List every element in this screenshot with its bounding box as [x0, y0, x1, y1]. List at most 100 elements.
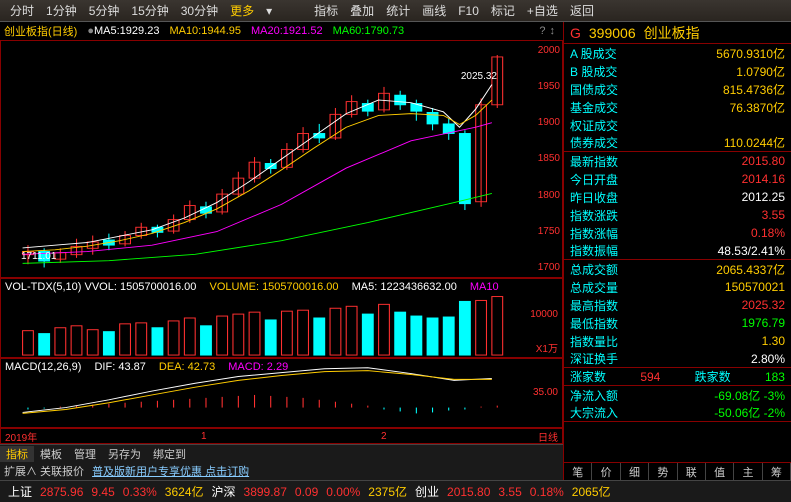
tool-7[interactable]: 返回: [564, 4, 600, 18]
sb-cy-vol: 2065亿: [568, 483, 615, 500]
promo-link[interactable]: 普及版新用户专享优惠 点击订购: [92, 463, 249, 479]
rp-row-1: B 股成交 1.0790亿: [564, 62, 791, 80]
time-m1: 1: [201, 431, 207, 442]
bottom-tab-2[interactable]: 管理: [68, 446, 102, 462]
dropdown-icon[interactable]: ▾: [260, 4, 278, 18]
rp-row-15: 最低指数 1976.79: [564, 314, 791, 332]
tool-5[interactable]: 标记: [485, 4, 521, 18]
candle-yaxis: 2000195019001850180017501700: [538, 41, 560, 277]
bottom-tab-1[interactable]: 模板: [34, 446, 68, 462]
rp-label: 最高指数: [570, 297, 618, 314]
arrows-icon[interactable]: ↕: [550, 25, 556, 37]
timeframe-4[interactable]: 30分钟: [175, 4, 224, 18]
tool-3[interactable]: 画线: [416, 4, 452, 18]
sb-sh-label[interactable]: 上证: [4, 483, 36, 500]
rp-value: 5670.9310亿: [716, 45, 785, 62]
rp-ftab-3[interactable]: 势: [649, 463, 677, 480]
tool-6[interactable]: +自选: [521, 4, 564, 18]
ma10-label: MA10:: [169, 25, 201, 37]
rp-label: 指数涨幅: [570, 225, 618, 242]
timeframe-1[interactable]: 1分钟: [40, 4, 83, 18]
tool-2[interactable]: 统计: [380, 4, 416, 18]
rp-header: G 399006 创业板指: [564, 22, 791, 44]
tool-1[interactable]: 叠加: [344, 4, 380, 18]
sb-sz-label[interactable]: 沪深: [208, 483, 240, 500]
macd-val-label: MACD:: [228, 361, 263, 373]
low-label: 1711.01: [21, 251, 56, 262]
candle-ytick: 1750: [538, 226, 560, 237]
ma10-value: 1944.95: [201, 25, 241, 37]
rp-value: 1.30: [762, 334, 785, 348]
rp-ftab-7[interactable]: 筹: [763, 463, 791, 480]
index-name: 创业板指: [644, 23, 700, 43]
help-icon[interactable]: ?: [539, 25, 545, 37]
rp-ftab-1[interactable]: 价: [592, 463, 620, 480]
rp-value: 110.0244亿: [724, 134, 785, 151]
sb-sz-pct: 0.00%: [322, 485, 364, 499]
candle-chart[interactable]: 2000195019001850180017501700 2025.32 171…: [0, 40, 563, 278]
timeframe-2[interactable]: 5分钟: [83, 4, 126, 18]
vol-ma5-label: MA5:: [352, 281, 378, 293]
rp-value: 1.0790亿: [736, 63, 785, 80]
vvol-label: VVOL:: [84, 281, 116, 293]
rp-label: 国债成交: [570, 81, 618, 98]
rp-row-10: 指数涨幅0.18%: [564, 224, 791, 242]
rp-label: 指数涨跌: [570, 207, 618, 224]
tool-0[interactable]: 指标: [308, 4, 344, 18]
bottom-tab-3[interactable]: 另存为: [102, 446, 147, 462]
sb-sh-chg: 9.45: [87, 485, 118, 499]
dif-value: 43.87: [118, 361, 146, 373]
bottom-tab-0[interactable]: 指标: [0, 446, 34, 462]
rp-label: 昨日收盘: [570, 189, 618, 206]
dif-label: DIF:: [94, 361, 115, 373]
candle-ytick: 1900: [538, 117, 560, 128]
rp-value: 1976.79: [742, 316, 785, 330]
rp-row-0: A 股成交5670.9310亿: [564, 44, 791, 62]
netflow-value: -69.08亿: [714, 389, 760, 403]
promo-label[interactable]: 扩展∧ 关联报价: [4, 463, 84, 479]
timeframe-3[interactable]: 15分钟: [125, 4, 174, 18]
timeframe-5[interactable]: 更多: [224, 4, 260, 18]
rp-value: 2015.80: [742, 154, 785, 168]
vol-scale: X1万: [536, 340, 558, 355]
sb-cy-pct: 0.18%: [526, 485, 568, 499]
high-label: 2025.32: [461, 71, 497, 82]
rp-ftab-4[interactable]: 联: [678, 463, 706, 480]
rp-row-16: 指数量比1.30: [564, 332, 791, 350]
sb-cy-label[interactable]: 创业: [411, 483, 443, 500]
rp-value: 2025.32: [742, 298, 785, 312]
time-m2: 2: [381, 431, 387, 442]
volume-value: 1505700016.00: [262, 281, 338, 293]
status-bar: 上证 2875.96 9.45 0.33% 3624亿 沪深 3899.87 0…: [0, 480, 791, 502]
rp-footer-tabs: 笔价细势联值主筹: [564, 462, 791, 480]
rp-ftab-0[interactable]: 笔: [564, 463, 592, 480]
rp-label: 最低指数: [570, 315, 618, 332]
sb-sh-price: 2875.96: [36, 485, 87, 499]
rp-row-8: 昨日收盘2012.25: [564, 188, 791, 206]
code-prefix: G: [570, 25, 581, 41]
winners-label: 涨家数: [570, 370, 606, 384]
block-pct: -2%: [764, 406, 785, 420]
rp-ftab-2[interactable]: 细: [621, 463, 649, 480]
vol-label: VOL-TDX(5,10): [5, 281, 81, 293]
rp-row-2: 国债成交815.4736亿: [564, 80, 791, 98]
rp-label: B 股成交: [570, 63, 617, 80]
ma20-value: 1921.52: [283, 25, 323, 37]
rp-ftab-5[interactable]: 值: [706, 463, 734, 480]
macd-label: MACD(12,26,9): [5, 361, 81, 373]
rp-ftab-6[interactable]: 主: [734, 463, 762, 480]
timeframe-0[interactable]: 分时: [4, 4, 40, 18]
vvol-value: 1505700016.00: [120, 281, 196, 293]
sb-cy-price: 2015.80: [443, 485, 494, 499]
rp-row-3: 基金成交76.3870亿: [564, 98, 791, 116]
rp-label: 深证换手: [570, 350, 618, 367]
volume-label: VOLUME:: [209, 281, 259, 293]
macd-panel[interactable]: MACD(12,26,9) DIF: 43.87 DEA: 42.73 MACD…: [0, 358, 563, 428]
tool-4[interactable]: F10: [452, 4, 485, 18]
rp-label: 总成交量: [570, 279, 618, 296]
volume-panel[interactable]: VOL-TDX(5,10) VVOL: 1505700016.00 VOLUME…: [0, 278, 563, 358]
rp-label: 指数振幅: [570, 242, 618, 259]
bottom-tab-4[interactable]: 绑定到: [147, 446, 192, 462]
rp-row-11: 指数振幅48.53/2.41%: [564, 242, 791, 260]
rp-row-9: 指数涨跌3.55: [564, 206, 791, 224]
